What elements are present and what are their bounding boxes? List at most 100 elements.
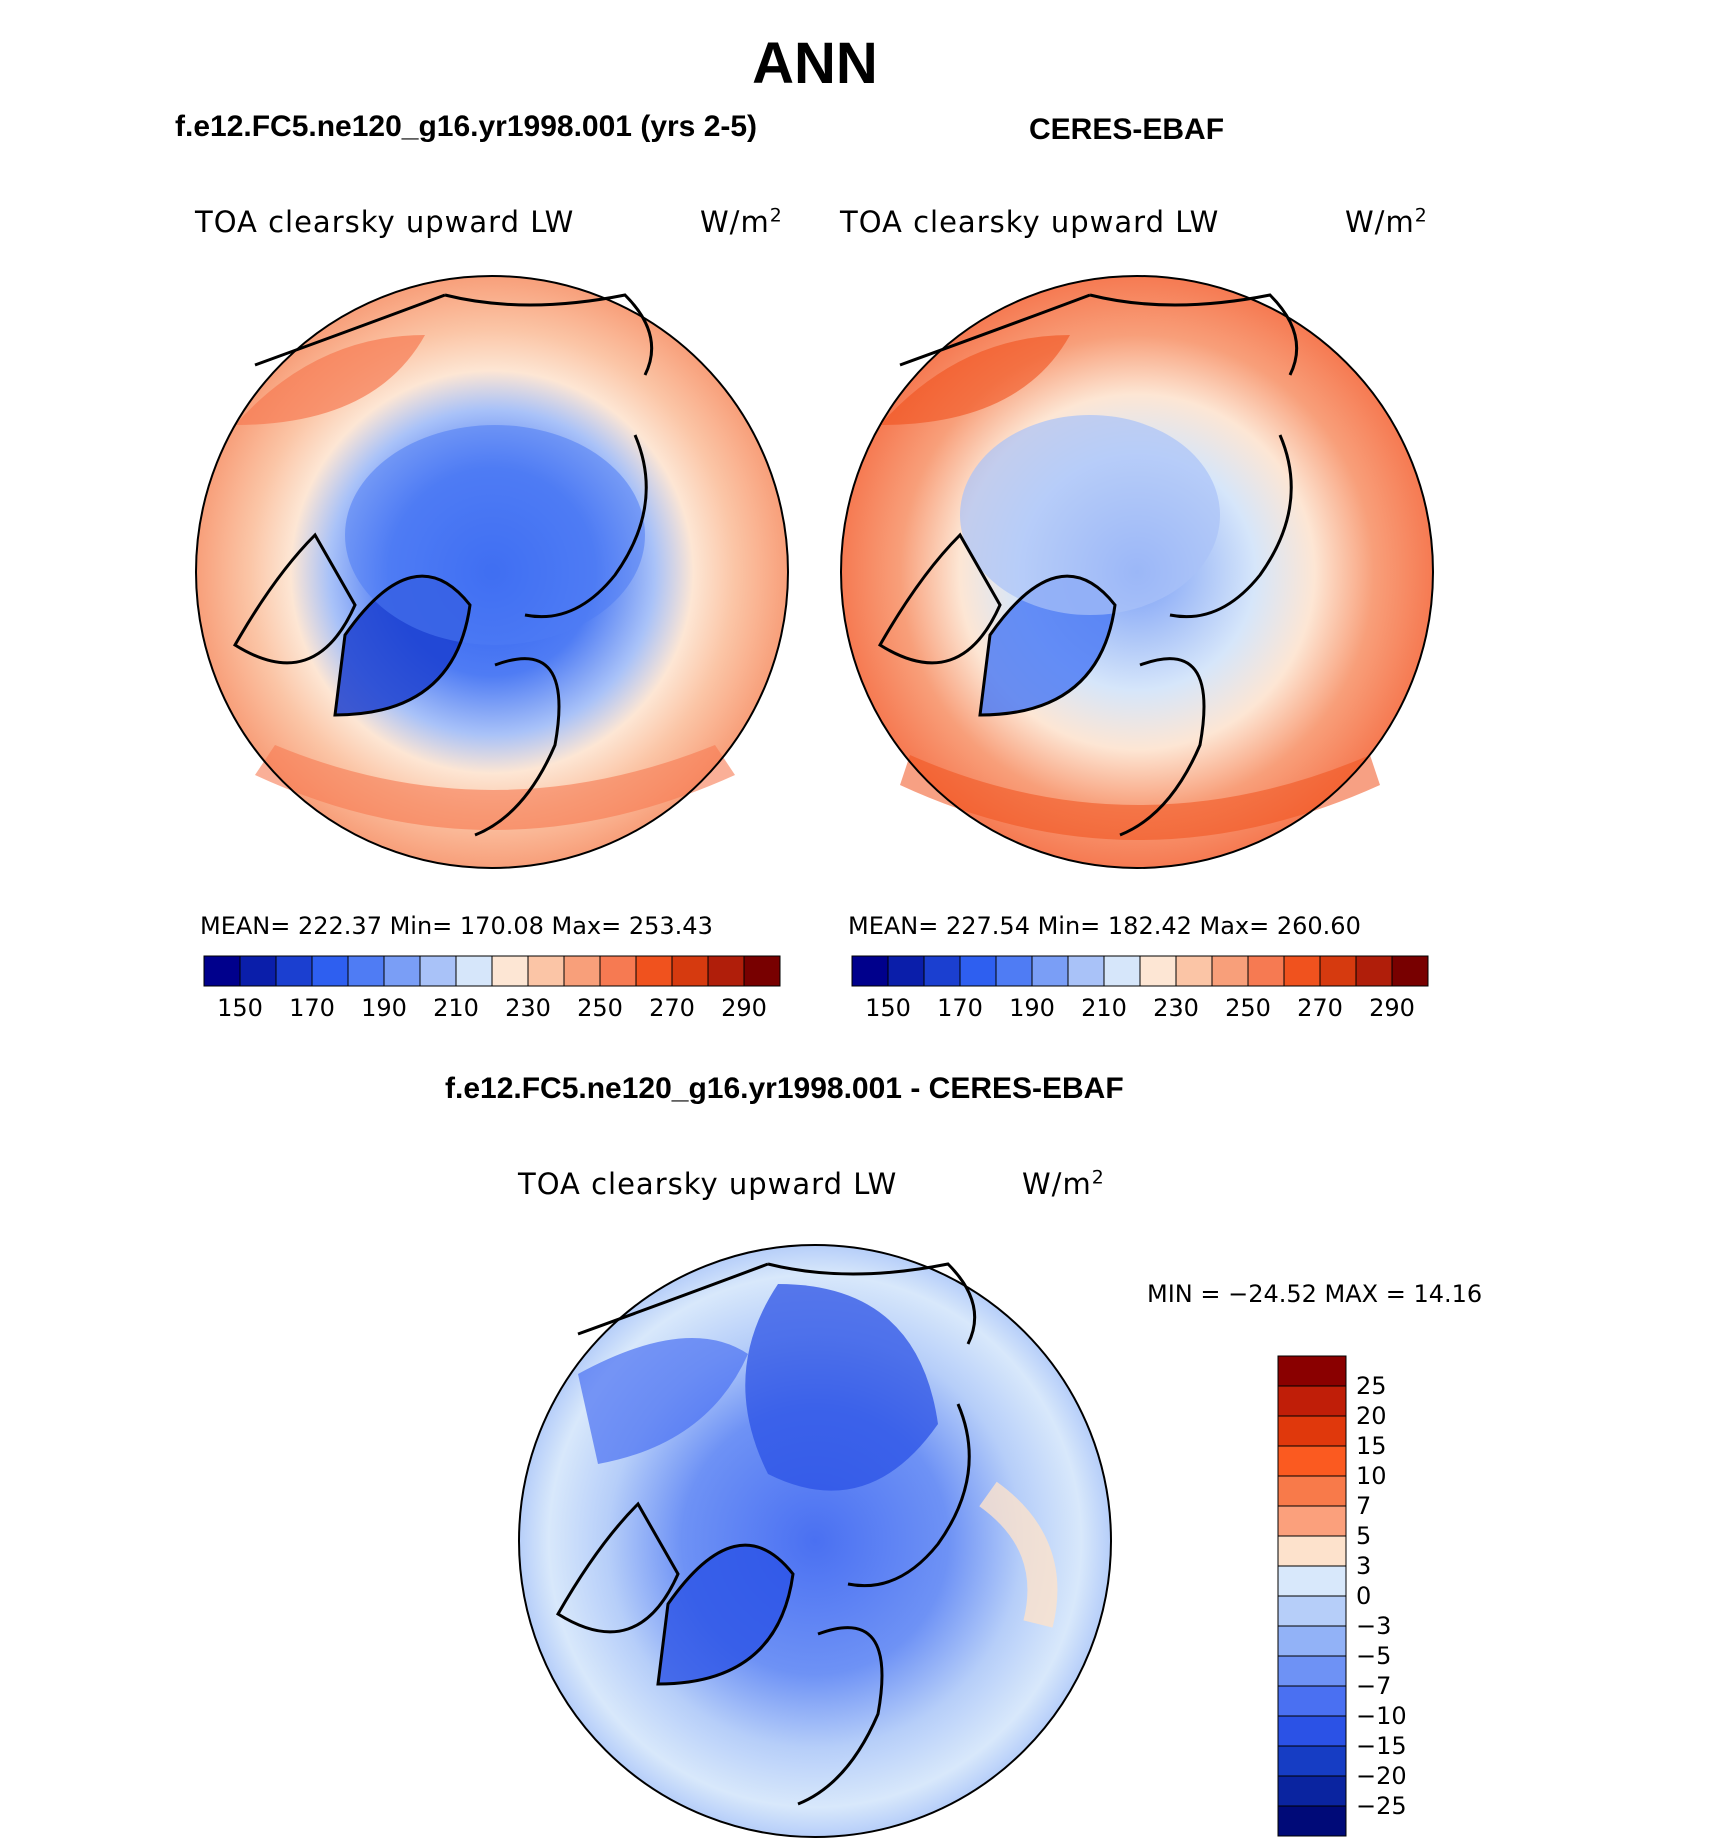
- obs-colorbar-swatch: [1175, 955, 1213, 987]
- model-stats: MEAN= 222.37 Min= 170.08 Max= 253.43: [200, 912, 713, 940]
- obs-colorbar-swatch: [923, 955, 961, 987]
- model-colorbar-swatch: [311, 955, 349, 987]
- obs-colorbar-swatch: [1319, 955, 1357, 987]
- diff-units-label: W/m2: [1022, 1167, 1105, 1201]
- diff-colorbar-tick-label: −25: [1356, 1792, 1407, 1820]
- diff-colorbar-swatch: [1277, 1805, 1347, 1837]
- obs-coastline-greenland: [978, 574, 1117, 717]
- obs-colorbar-swatch: [1283, 955, 1321, 987]
- diff-colorbar-swatch: [1277, 1745, 1347, 1777]
- obs-colorbar-swatch: [995, 955, 1033, 987]
- diff-coastline-europe: [797, 1626, 884, 1806]
- diff-colorbar-swatch: [1277, 1655, 1347, 1687]
- model-coastline-siberia: [254, 293, 654, 376]
- model-colorbar-swatch: [347, 955, 385, 987]
- obs-colorbar-tick-label: 290: [1369, 994, 1415, 1022]
- diff-colorbar-swatch: [1277, 1475, 1347, 1507]
- model-coastline-greenland: [333, 574, 472, 717]
- obs-polar-map: [840, 275, 1434, 869]
- obs-variable-label: TOA clearsky upward LW: [840, 205, 1220, 239]
- diff-siberia-cold: [578, 1338, 748, 1464]
- diff-stats: MIN = −24.52 MAX = 14.16: [1147, 1280, 1483, 1308]
- model-colorbar-tick-label: 230: [505, 994, 551, 1022]
- obs-colorbar-swatch: [887, 955, 925, 987]
- obs-colorbar-tick-label: 170: [937, 994, 983, 1022]
- diff-colorbar-tick-label: 3: [1356, 1552, 1372, 1580]
- diff-colorbar-tick-label: 7: [1356, 1492, 1372, 1520]
- model-colorbar-swatch: [455, 955, 493, 987]
- model-colorbar-swatch: [671, 955, 709, 987]
- diff-colorbar-tick-label: −3: [1356, 1612, 1392, 1640]
- model-colorbar-swatch: [707, 955, 745, 987]
- obs-colorbar-swatch: [1103, 955, 1141, 987]
- obs-colorbar-tick-label: 150: [865, 994, 911, 1022]
- obs-stats: MEAN= 227.54 Min= 182.42 Max= 260.60: [848, 912, 1361, 940]
- obs-coastline-siberia: [899, 293, 1299, 376]
- diff-colorbar-tick-label: −10: [1356, 1702, 1407, 1730]
- diff-colorbar-swatch: [1277, 1505, 1347, 1537]
- obs-colorbar-tick-label: 250: [1225, 994, 1271, 1022]
- obs-warm-band: [900, 755, 1380, 840]
- obs-colorbar-swatch: [959, 955, 997, 987]
- model-colorbar-swatch: [203, 955, 241, 987]
- obs-colorbar-ticks: 150 170 190 210 230 250 270 290: [852, 994, 1428, 1024]
- model-colorbar-swatch: [383, 955, 421, 987]
- obs-colorbar-tick-label: 270: [1297, 994, 1343, 1022]
- obs-colorbar-swatch: [1031, 955, 1069, 987]
- obs-colorbar-swatch: [1067, 955, 1105, 987]
- model-colorbar-swatch: [635, 955, 673, 987]
- obs-colorbar-swatch: [1139, 955, 1177, 987]
- model-colorbar-ticks: 150 170 190 210 230 250 270 290: [204, 994, 780, 1024]
- model-colorbar-swatch: [419, 955, 457, 987]
- obs-colorbar-tick-label: 210: [1081, 994, 1127, 1022]
- diff-colorbar-tick-label: 15: [1356, 1432, 1387, 1460]
- diff-coastline-asia: [847, 1403, 971, 1588]
- obs-colorbar-swatch: [1355, 955, 1393, 987]
- model-warm-band: [255, 745, 735, 830]
- model-colorbar-tick-label: 210: [433, 994, 479, 1022]
- diff-arctic-cold: [745, 1284, 938, 1491]
- model-map-border: [195, 275, 789, 869]
- model-colorbar-swatch: [599, 955, 637, 987]
- obs-colorbar-swatch: [1211, 955, 1249, 987]
- figure-title: ANN: [752, 31, 878, 96]
- diff-colorbar-swatch: [1277, 1715, 1347, 1747]
- obs-colorbar-tick-label: 190: [1009, 994, 1055, 1022]
- diff-panel-title: f.e12.FC5.ne120_g16.yr1998.001 - CERES-E…: [445, 1072, 1124, 1105]
- model-colorbar-tick-label: 290: [721, 994, 767, 1022]
- diff-colorbar-swatch: [1277, 1535, 1347, 1567]
- diff-colorbar-swatch: [1277, 1595, 1347, 1627]
- model-polar-map: [195, 275, 789, 869]
- diff-coastline-siberia: [577, 1262, 977, 1345]
- model-coastline-canada: [232, 532, 357, 665]
- obs-coastline-europe: [1119, 657, 1206, 837]
- obs-coastline-asia: [1169, 434, 1293, 619]
- diff-colorbar-swatch: [1277, 1355, 1347, 1387]
- diff-colorbar-swatch: [1277, 1775, 1347, 1807]
- model-colorbar-tick-label: 250: [577, 994, 623, 1022]
- diff-colorbar-swatch: [1277, 1445, 1347, 1477]
- model-colorbar-tick-label: 150: [217, 994, 263, 1022]
- diff-colorbar-swatch: [1277, 1385, 1347, 1417]
- obs-units-label: W/m2: [1345, 205, 1428, 239]
- diff-colorbar: [1277, 1355, 1347, 1837]
- obs-coastline-canada: [877, 532, 1002, 665]
- diff-colorbar-tick-label: −7: [1356, 1672, 1392, 1700]
- model-coastline-europe: [474, 657, 561, 837]
- model-units-label: W/m2: [700, 205, 783, 239]
- model-colorbar-swatch: [239, 955, 277, 987]
- obs-colorbar-swatch: [1391, 955, 1429, 987]
- diff-colorbar-tick-label: 5: [1356, 1522, 1372, 1550]
- model-colorbar-swatch: [743, 955, 781, 987]
- diff-map-border: [518, 1244, 1112, 1838]
- diff-coastline-greenland: [656, 1543, 795, 1686]
- obs-colorbar: [851, 955, 1429, 987]
- diff-warm-streak: [978, 1481, 1058, 1628]
- model-colorbar-tick-label: 170: [289, 994, 335, 1022]
- model-arctic-cold: [345, 425, 645, 645]
- diff-colorbar-tick-label: 25: [1356, 1372, 1387, 1400]
- model-coastline-asia: [524, 434, 648, 619]
- diff-colorbar-swatch: [1277, 1565, 1347, 1597]
- obs-map-border: [840, 275, 1434, 869]
- model-colorbar-tick-label: 190: [361, 994, 407, 1022]
